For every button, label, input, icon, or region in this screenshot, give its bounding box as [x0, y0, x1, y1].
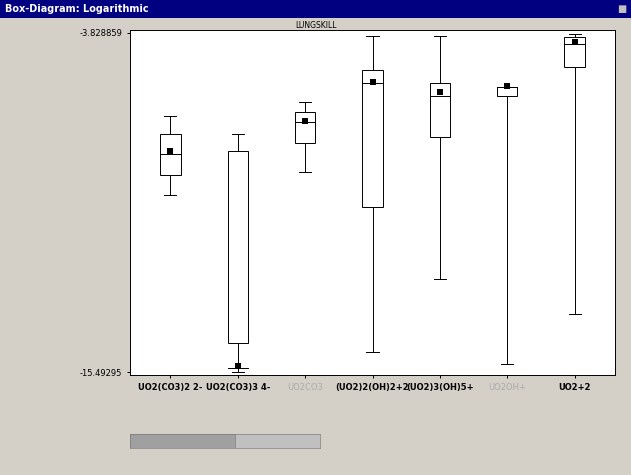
Bar [160, 134, 180, 174]
Bar [565, 37, 585, 67]
Bar [497, 87, 517, 96]
Bar [430, 83, 450, 137]
Bar [295, 112, 316, 142]
Bar [130, 434, 235, 448]
Bar [228, 152, 248, 343]
Bar [362, 70, 382, 207]
Text: LUNGSKILL: LUNGSKILL [295, 20, 336, 29]
Text: ■: ■ [617, 4, 627, 14]
Text: Box-Diagram: Logarithmic: Box-Diagram: Logarithmic [5, 4, 149, 14]
